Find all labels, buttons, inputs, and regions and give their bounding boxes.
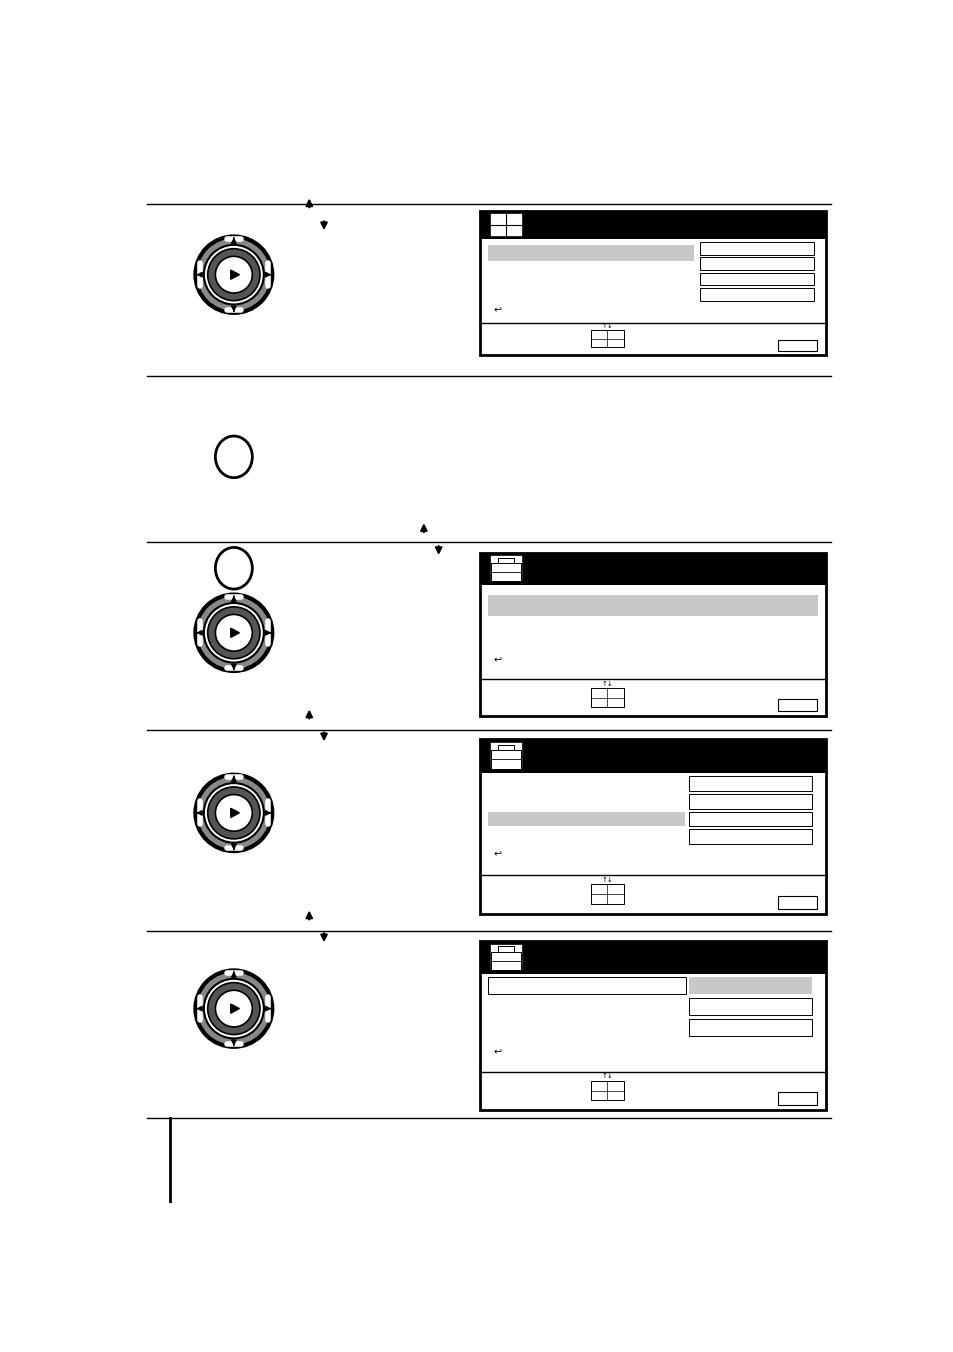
Bar bbox=[700, 242, 813, 254]
Bar bbox=[487, 245, 693, 261]
Ellipse shape bbox=[215, 257, 252, 293]
Ellipse shape bbox=[204, 783, 264, 842]
Ellipse shape bbox=[215, 990, 252, 1028]
Polygon shape bbox=[231, 1005, 239, 1013]
Ellipse shape bbox=[195, 237, 272, 312]
Bar bbox=[689, 794, 811, 808]
Bar bbox=[479, 553, 825, 717]
Bar bbox=[689, 1019, 811, 1036]
Bar bbox=[479, 941, 825, 1110]
Text: ↑↓: ↑↓ bbox=[600, 323, 613, 329]
Bar bbox=[777, 341, 817, 350]
Text: ↩: ↩ bbox=[493, 1046, 501, 1057]
Bar bbox=[689, 776, 811, 791]
Bar bbox=[479, 740, 825, 773]
Ellipse shape bbox=[204, 245, 264, 304]
Ellipse shape bbox=[204, 979, 264, 1038]
Bar bbox=[479, 740, 825, 914]
Bar bbox=[700, 288, 813, 301]
Bar bbox=[590, 688, 623, 707]
Bar bbox=[700, 273, 813, 285]
Ellipse shape bbox=[215, 614, 252, 652]
Bar bbox=[479, 211, 825, 239]
Ellipse shape bbox=[195, 971, 272, 1046]
Ellipse shape bbox=[195, 595, 272, 671]
Bar bbox=[489, 214, 522, 237]
Text: ↩: ↩ bbox=[493, 306, 501, 315]
Bar bbox=[491, 750, 520, 769]
Polygon shape bbox=[231, 808, 239, 818]
Bar bbox=[777, 699, 817, 711]
Bar bbox=[487, 595, 818, 615]
Bar bbox=[479, 941, 825, 973]
Bar bbox=[590, 1080, 623, 1101]
Polygon shape bbox=[231, 270, 239, 280]
Ellipse shape bbox=[208, 249, 260, 300]
Ellipse shape bbox=[208, 607, 260, 658]
Bar bbox=[487, 811, 684, 826]
Bar bbox=[590, 884, 623, 904]
Bar bbox=[689, 829, 811, 844]
Text: ↑↓: ↑↓ bbox=[600, 681, 613, 687]
Bar bbox=[489, 742, 522, 771]
Polygon shape bbox=[231, 629, 239, 637]
Bar bbox=[479, 211, 825, 354]
Bar bbox=[777, 896, 817, 909]
Text: ↑↓: ↑↓ bbox=[600, 876, 613, 883]
Ellipse shape bbox=[204, 603, 264, 662]
Text: ↑↓: ↑↓ bbox=[600, 1073, 613, 1079]
Text: ↩: ↩ bbox=[493, 849, 501, 860]
Ellipse shape bbox=[208, 787, 260, 838]
Ellipse shape bbox=[195, 775, 272, 852]
Bar bbox=[689, 811, 811, 826]
Text: ↩: ↩ bbox=[493, 656, 501, 665]
Bar bbox=[489, 556, 522, 581]
Ellipse shape bbox=[208, 983, 260, 1034]
Bar bbox=[777, 1092, 817, 1105]
Bar bbox=[700, 257, 813, 270]
Bar bbox=[479, 553, 825, 584]
Bar bbox=[487, 977, 685, 994]
Bar bbox=[491, 564, 520, 580]
Bar bbox=[489, 944, 522, 971]
Bar bbox=[491, 952, 520, 969]
Bar bbox=[590, 330, 623, 347]
Ellipse shape bbox=[215, 795, 252, 831]
Bar bbox=[689, 998, 811, 1015]
Bar bbox=[689, 977, 811, 994]
